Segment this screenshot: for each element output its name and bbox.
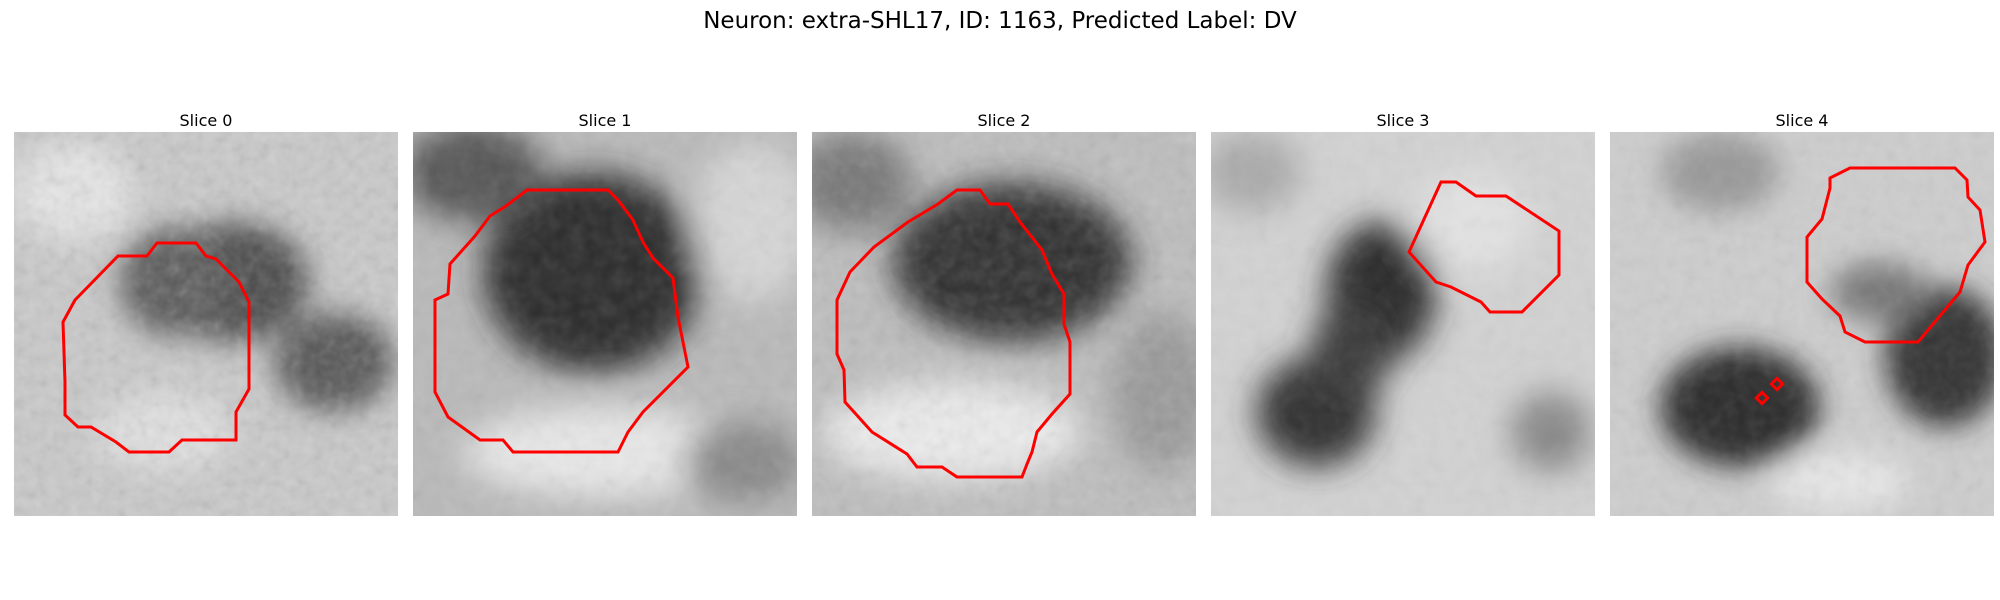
slice-panel-1: Slice 1 (413, 110, 797, 516)
image-noise-0 (14, 132, 398, 516)
slice-image-0 (14, 132, 398, 516)
slice-image-2 (812, 132, 1196, 516)
slice-svg-4 (1610, 132, 1994, 516)
slice-image-4 (1610, 132, 1994, 516)
slice-image-3 (1211, 132, 1595, 516)
roi-outline-0 (61, 241, 251, 454)
roi-outline-1 (433, 188, 690, 454)
roi-markers-4 (1754, 376, 1785, 406)
slice-svg-3 (1211, 132, 1595, 516)
slice-svg-2 (812, 132, 1196, 516)
slice-panel-0: Slice 0 (14, 110, 398, 516)
slice-title-2: Slice 2 (977, 111, 1031, 130)
image-noise-2 (812, 132, 1196, 516)
slice-title-0: Slice 0 (179, 111, 233, 130)
slice-image-1 (413, 132, 797, 516)
roi-outline-3 (1407, 180, 1561, 314)
slice-svg-1 (413, 132, 797, 516)
roi-outline-4 (1805, 166, 1987, 344)
image-noise-3 (1211, 132, 1595, 516)
image-noise-4 (1610, 132, 1994, 516)
slice-svg-0 (14, 132, 398, 516)
slice-panel-4: Slice 4 (1610, 110, 1994, 516)
roi-outline-2 (835, 188, 1072, 479)
slice-title-1: Slice 1 (578, 111, 632, 130)
slice-title-3: Slice 3 (1376, 111, 1430, 130)
slice-panel-2: Slice 2 (812, 110, 1196, 516)
slice-panel-3: Slice 3 (1211, 110, 1595, 516)
slice-title-4: Slice 4 (1775, 111, 1829, 130)
figure-title: Neuron: extra-SHL17, ID: 1163, Predicted… (703, 8, 1297, 34)
